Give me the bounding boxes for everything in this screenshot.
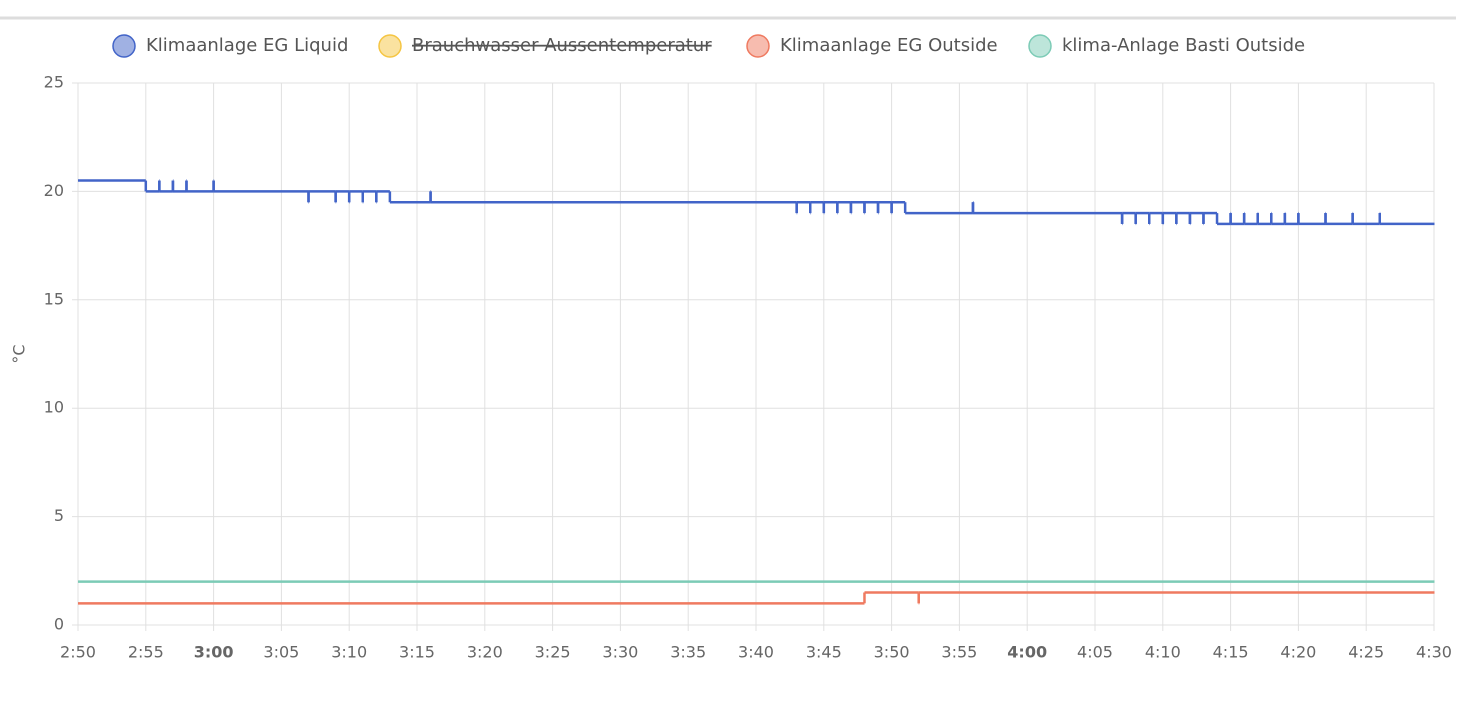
x-tick-label: 3:05 <box>263 643 299 662</box>
legend-label: Brauchwasser Aussentemperatur <box>412 35 712 56</box>
x-tick-label: 2:55 <box>128 643 164 662</box>
x-tick-label: 3:00 <box>194 643 234 662</box>
legend-item[interactable]: Brauchwasser Aussentemperatur <box>378 34 712 58</box>
x-tick-label: 3:10 <box>331 643 367 662</box>
legend-item[interactable]: klima-Anlage Basti Outside <box>1028 34 1305 58</box>
legend-swatch <box>1028 34 1052 58</box>
x-tick-label: 4:20 <box>1280 643 1316 662</box>
y-tick-label: 0 <box>54 615 64 634</box>
legend: Klimaanlage EG Liquid Brauchwasser Aussen… <box>112 34 1305 58</box>
x-tick-label: 3:55 <box>941 643 977 662</box>
legend-swatch <box>378 34 402 58</box>
legend-swatch <box>746 34 770 58</box>
legend-label: klima-Anlage Basti Outside <box>1062 35 1305 56</box>
x-tick-label: 3:40 <box>738 643 774 662</box>
x-tick-label: 4:05 <box>1077 643 1113 662</box>
series-line <box>78 179 1435 226</box>
x-tick-label: 4:15 <box>1213 643 1249 662</box>
y-tick-label: 5 <box>54 506 64 525</box>
x-tick-label: 3:45 <box>806 643 842 662</box>
x-tick-label: 3:35 <box>670 643 706 662</box>
legend-item[interactable]: Klimaanlage EG Outside <box>746 34 998 58</box>
x-tick-label: 4:30 <box>1416 643 1452 662</box>
x-tick-label: 3:50 <box>874 643 910 662</box>
x-tick-label: 3:30 <box>602 643 638 662</box>
y-tick-label: 10 <box>44 398 64 417</box>
x-tick-label: 3:20 <box>467 643 503 662</box>
x-tick-label: 4:10 <box>1145 643 1181 662</box>
series-line <box>78 591 1435 605</box>
legend-label: Klimaanlage EG Outside <box>780 35 998 56</box>
y-tick-label: 25 <box>44 73 64 92</box>
x-tick-label: 4:25 <box>1348 643 1384 662</box>
x-tick-label: 2:50 <box>60 643 96 662</box>
legend-item[interactable]: Klimaanlage EG Liquid <box>112 34 348 58</box>
legend-label: Klimaanlage EG Liquid <box>146 35 348 56</box>
x-tick-label: 3:25 <box>535 643 571 662</box>
y-tick-label: 15 <box>44 289 64 308</box>
legend-swatch <box>112 34 136 58</box>
x-tick-label: 4:00 <box>1007 643 1047 662</box>
y-axis-label: °C <box>10 344 29 363</box>
y-tick-label: 20 <box>44 181 64 200</box>
x-tick-label: 3:15 <box>399 643 435 662</box>
